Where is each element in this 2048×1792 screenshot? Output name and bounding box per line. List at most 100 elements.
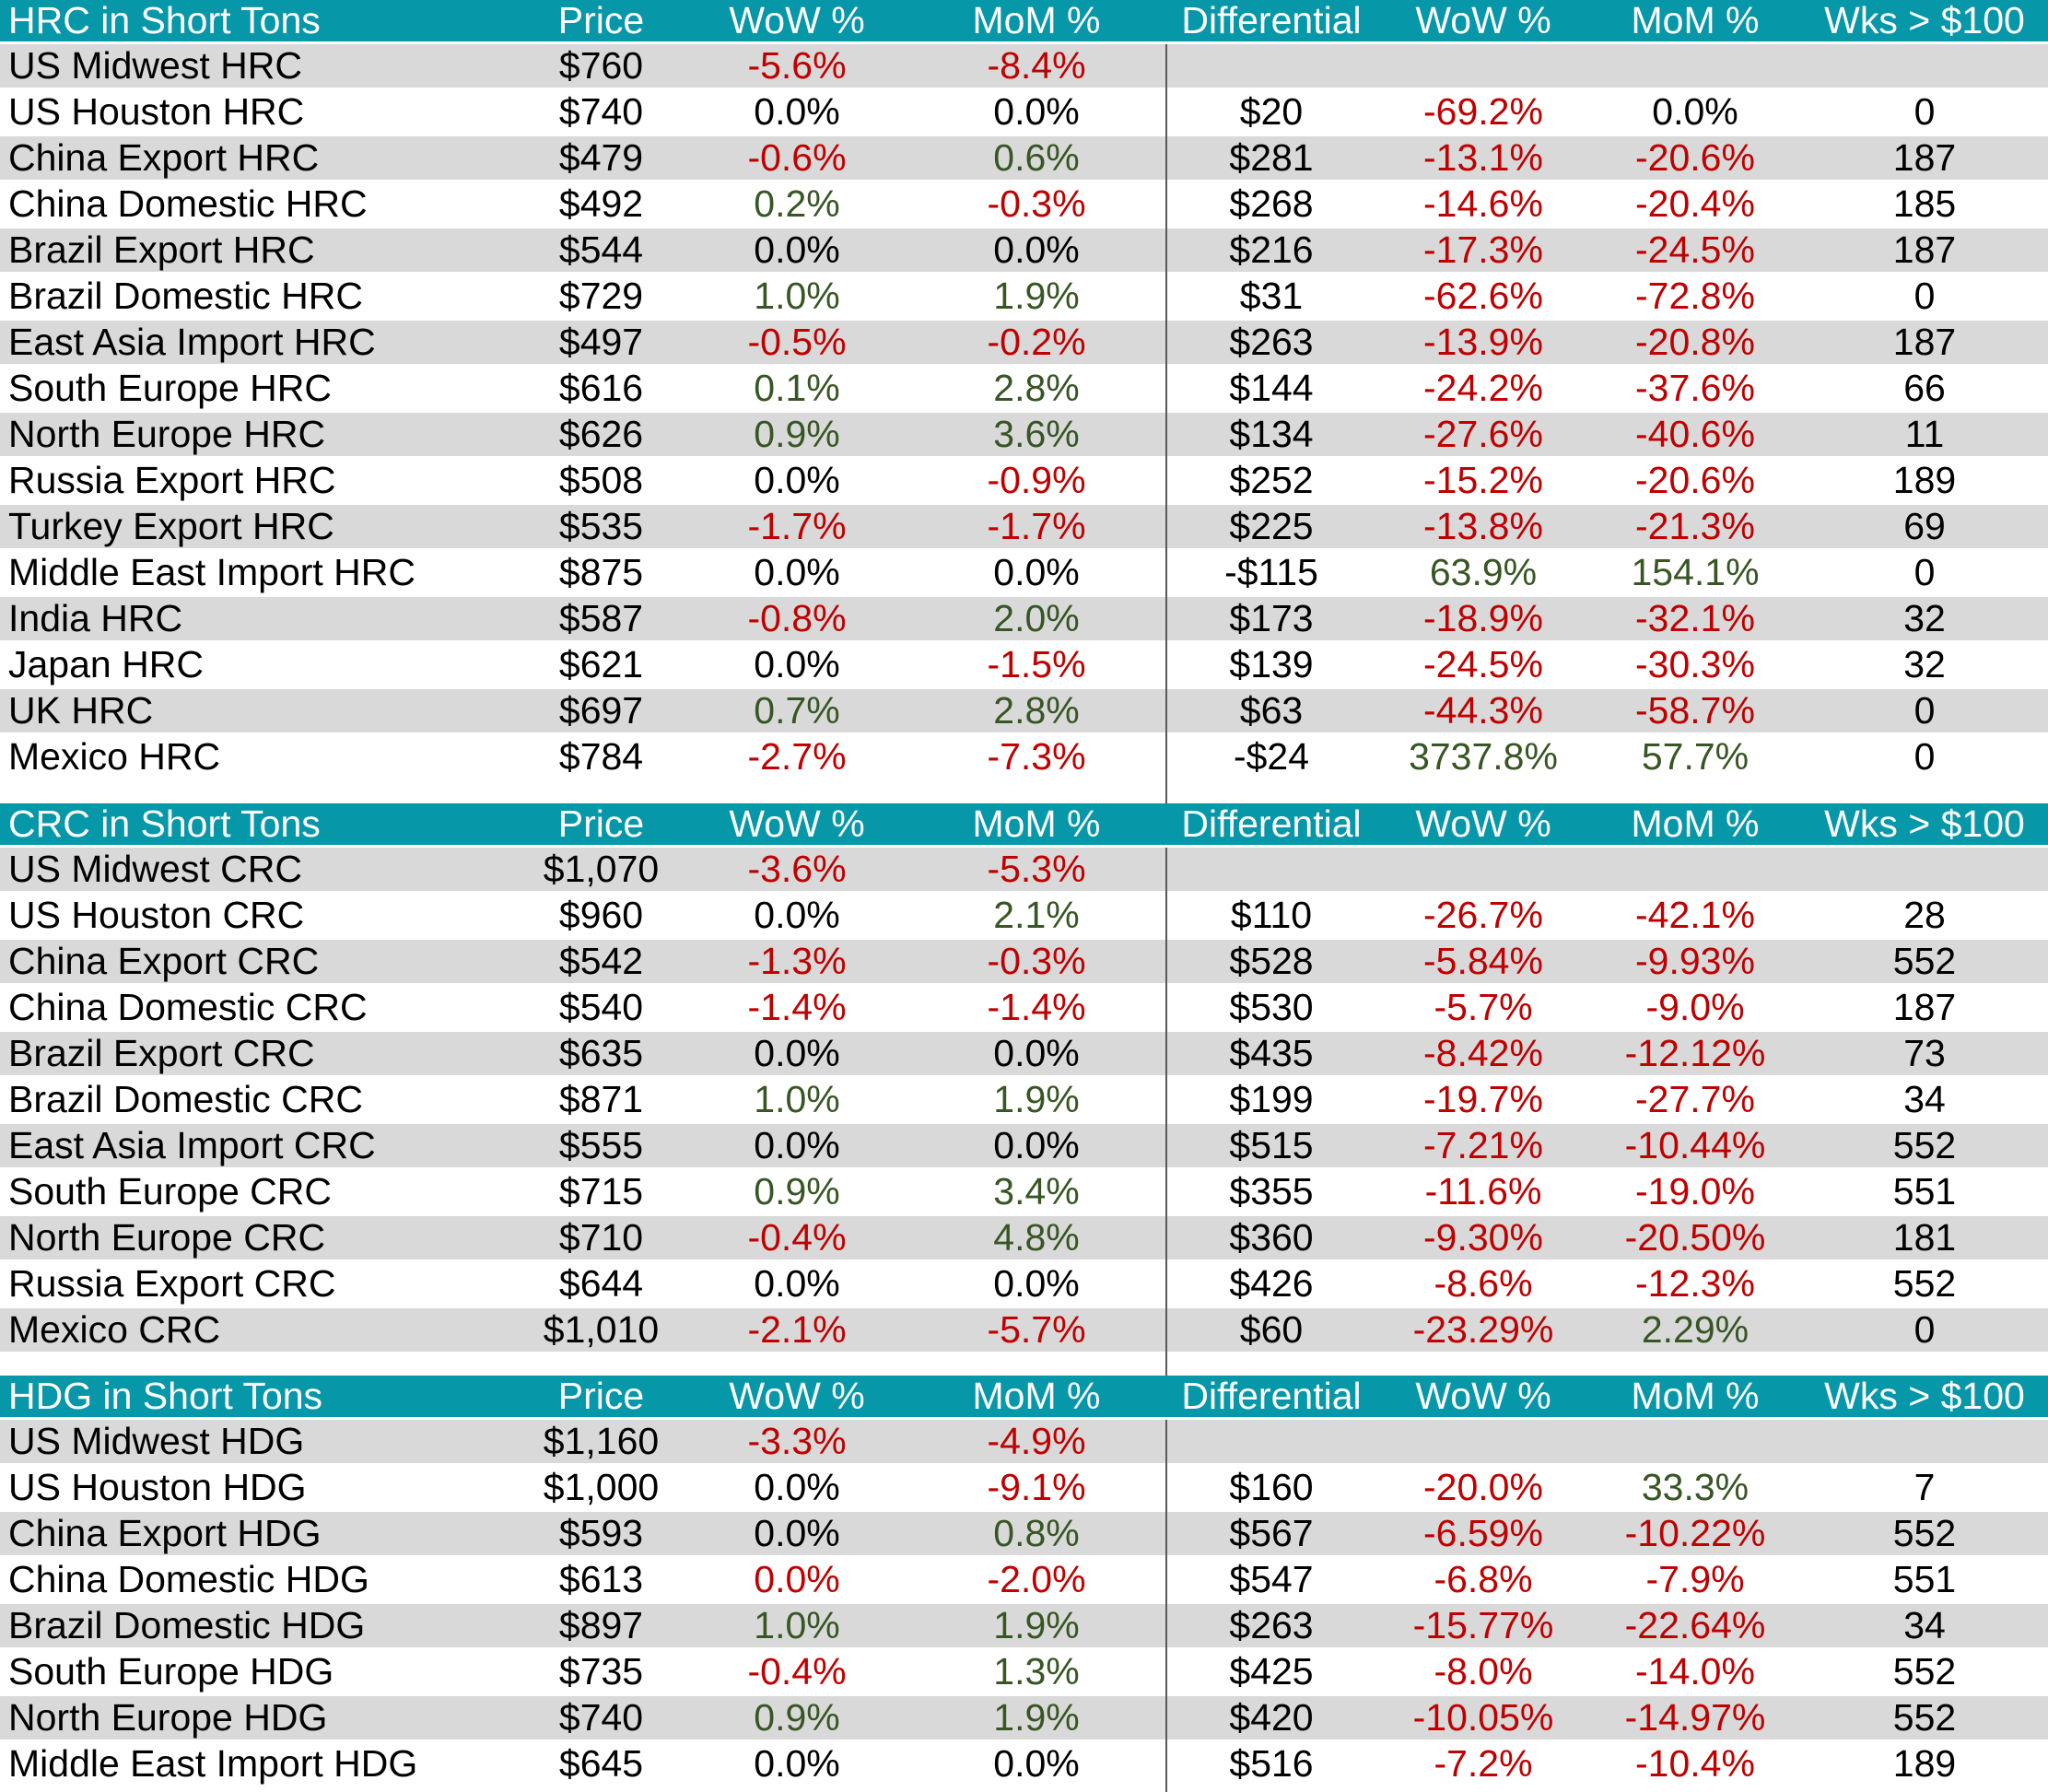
row-label: Brazil Domestic HRC [8, 275, 363, 317]
weeks-over-100-cell: 552 [1892, 1696, 1957, 1739]
mom-cell: 1.9% [993, 1696, 1080, 1739]
row-label: Brazil Domestic HDG [8, 1604, 366, 1646]
row-label: Russia Export CRC [8, 1262, 336, 1305]
differential-wow-cell: -15.2% [1423, 459, 1543, 501]
row-label: South Europe HRC [8, 367, 332, 409]
weeks-over-100-cell [1801, 1420, 2048, 1463]
row-label: North Europe HDG [8, 1696, 328, 1739]
mom-cell: 0.0% [993, 1262, 1080, 1305]
section-header-row: CRC in Short Tons Price WoW % MoM % Differen… [0, 803, 2048, 848]
differential-wow-cell: -6.59% [1423, 1512, 1543, 1554]
weeks-over-100-cell: 0 [1913, 551, 1936, 593]
differential-wow-cell [1377, 44, 1589, 88]
table-row: China Domestic HDG $613 0.0% -2.0% $547 -6.8%… [0, 1558, 2048, 1604]
differential-mom-cell: -72.8% [1635, 275, 1755, 317]
wow-cell: 0.2% [754, 182, 840, 225]
differential-wow-cell: -44.3% [1423, 689, 1543, 732]
differential-wow-cell: -23.29% [1412, 1308, 1554, 1351]
wow-cell: 0.0% [754, 1466, 840, 1508]
differential-wow-cell [1377, 1420, 1589, 1463]
wow-cell: 0.1% [754, 367, 840, 409]
weeks-over-100-cell: 551 [1892, 1558, 1957, 1600]
differential-cell: $360 [1229, 1216, 1314, 1259]
differential-wow-cell: -13.9% [1423, 321, 1543, 363]
wow-cell: 1.0% [754, 275, 840, 317]
differential-cell [1165, 1420, 1377, 1463]
price-cell: $871 [558, 1078, 644, 1120]
differential-wow-cell: 3737.8% [1409, 735, 1558, 778]
mom-cell: -0.3% [987, 182, 1086, 225]
differential-mom-cell: -9.0% [1645, 986, 1745, 1028]
price-cell: $735 [558, 1650, 644, 1692]
section-hdg-rows: HDG in Short Tons Price WoW % MoM % Differen… [0, 1376, 2048, 1788]
column-header: Wks > $100 [1824, 1376, 2025, 1417]
wow-cell: -0.8% [747, 597, 847, 639]
row-label: China Domestic CRC [8, 986, 368, 1028]
section-header-row: HRC in Short Tons Price WoW % MoM % Differen… [0, 0, 2048, 44]
row-label: China Domestic HRC [8, 182, 368, 225]
table-row: East Asia Import HRC $497 -0.5% -0.2% $263 -1… [0, 321, 2048, 367]
table-row: UK HRC $697 0.7% 2.8% $63 -44.3% -58.7% 0 [0, 689, 2048, 735]
differential-wow-cell: -5.7% [1434, 986, 1533, 1028]
differential-wow-cell: -24.2% [1423, 367, 1543, 409]
differential-mom-cell: -30.3% [1635, 643, 1755, 685]
wow-cell: -2.7% [747, 735, 847, 778]
wow-cell: 0.0% [754, 643, 840, 685]
table-row: Russia Export HRC $508 0.0% -0.9% $252 -15.2%… [0, 459, 2048, 505]
price-cell: $960 [558, 894, 644, 936]
price-cell: $740 [558, 1696, 644, 1739]
row-label: Middle East Import HDG [8, 1742, 418, 1785]
weeks-over-100-cell: 34 [1903, 1078, 1946, 1120]
mom-cell: 0.0% [993, 90, 1080, 133]
section-gap [0, 781, 2048, 803]
wow-cell: 0.0% [754, 1032, 840, 1074]
price-cell: $593 [558, 1512, 644, 1554]
differential-mom-cell: -32.1% [1635, 597, 1755, 639]
price-cell: $645 [558, 1742, 644, 1785]
mom-cell: 2.0% [993, 597, 1080, 639]
table-row: China Export HDG $593 0.0% 0.8% $567 -6.59% -1… [0, 1512, 2048, 1558]
row-label: China Domestic HDG [8, 1558, 369, 1600]
mom-cell: -0.9% [987, 459, 1086, 501]
column-header: MoM % [1631, 1376, 1760, 1417]
differential-wow-cell: -8.0% [1434, 1650, 1533, 1692]
table-row: US Houston HDG $1,000 0.0% -9.1% $160 -20.0% 3… [0, 1466, 2048, 1512]
price-cell: $492 [558, 182, 644, 225]
price-cell: $784 [558, 735, 644, 778]
weeks-over-100-cell: 0 [1913, 1308, 1936, 1351]
weeks-over-100-cell: 552 [1892, 940, 1957, 982]
table-row: South Europe HRC $616 0.1% 2.8% $144 -24.2% -3… [0, 367, 2048, 413]
price-cell: $1,160 [543, 1420, 660, 1462]
section-hdg: HDG in Short Tons Price WoW % MoM % Differen… [0, 1376, 2048, 1792]
differential-mom-cell: -7.9% [1645, 1558, 1745, 1600]
mom-cell: 0.8% [993, 1512, 1080, 1554]
mom-cell: 2.1% [993, 894, 1080, 936]
row-label: US Midwest HDG [8, 1420, 305, 1462]
weeks-over-100-cell: 181 [1892, 1216, 1957, 1259]
mom-cell: -1.4% [987, 986, 1086, 1028]
weeks-over-100-cell: 551 [1892, 1170, 1957, 1212]
price-cell: $1,010 [543, 1308, 660, 1351]
differential-mom-cell: -20.50% [1624, 1216, 1766, 1259]
differential-wow-cell: -8.42% [1423, 1032, 1543, 1074]
weeks-over-100-cell: 189 [1892, 1742, 1957, 1785]
price-cell: $626 [558, 413, 644, 455]
mom-cell: -1.5% [987, 643, 1086, 685]
differential-wow-cell: -17.3% [1423, 228, 1543, 271]
differential-wow-cell: -14.6% [1423, 182, 1543, 225]
wow-cell: 0.0% [754, 551, 840, 593]
differential-mom-cell: -19.0% [1635, 1170, 1755, 1212]
price-cell: $542 [558, 940, 644, 982]
price-cell: $555 [558, 1124, 644, 1166]
table-row: Brazil Domestic HRC $729 1.0% 1.9% $31 -62.6%… [0, 275, 2048, 321]
weeks-over-100-cell: 69 [1903, 505, 1946, 547]
differential-mom-cell [1589, 848, 1801, 891]
column-header: MoM % [1631, 0, 1760, 41]
column-header: MoM % [972, 803, 1101, 845]
row-label: North Europe CRC [8, 1216, 326, 1259]
differential-wow-cell: -27.6% [1423, 413, 1543, 455]
weeks-over-100-cell: 552 [1892, 1650, 1957, 1692]
wow-cell: 0.7% [754, 689, 840, 732]
column-divider-line [1165, 848, 1167, 1376]
differential-mom-cell: -14.97% [1624, 1696, 1766, 1739]
